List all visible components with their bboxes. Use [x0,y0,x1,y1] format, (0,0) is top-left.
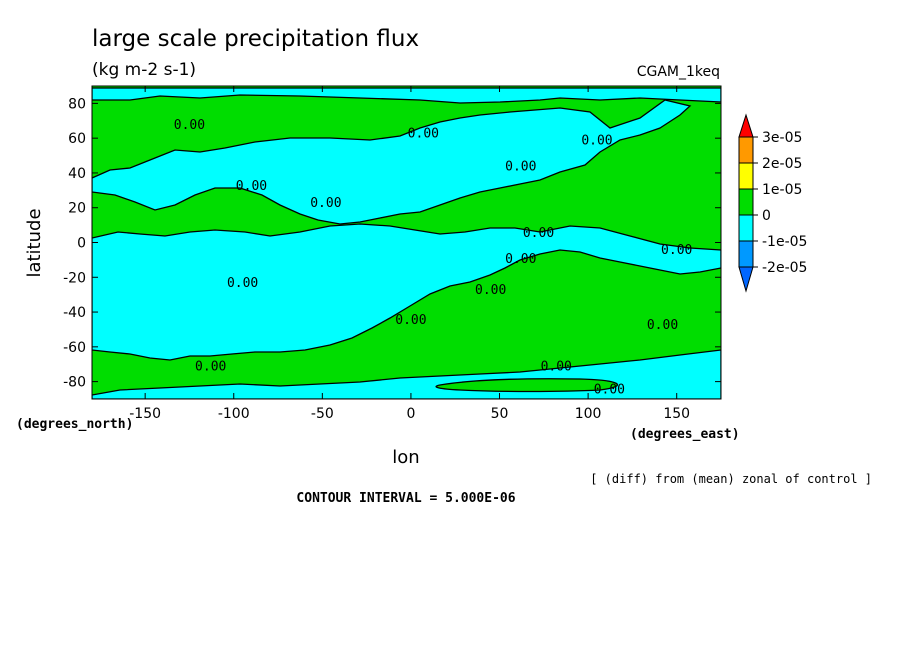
contour-label: 0.00 [395,313,426,328]
comparison-note: [ (diff) from (mean) zonal of control ] [590,472,872,486]
colorbar-top-triangle [738,113,754,138]
x-axis: -150 -100 -50 0 50 100 150 [129,86,690,422]
x-tick-label: -100 [218,406,250,422]
x-tick-label: -50 [311,406,334,422]
x-axis-title: lon [392,447,419,468]
negative-region [92,223,721,361]
contour-label: 0.00 [505,160,536,175]
y-tick-label: 60 [68,131,86,147]
contour-label: 0.00 [227,276,258,291]
contour-labels: 0.00 0.00 0.00 0.00 0.00 0.00 0.00 0.00 0.00 0.00… [174,118,693,397]
contour-label: 0.00 [594,382,625,397]
contour-label: 0.00 [541,360,572,375]
y-tick-label: -20 [63,270,86,286]
x-tick-label: 100 [575,406,602,422]
contour-label: 0.00 [475,283,506,298]
colorbar-label: 2e-05 [762,156,802,172]
positive-region [435,378,619,393]
y-tick-label: -80 [63,375,86,391]
contour-label: 0.00 [523,226,554,241]
y-units-label: (degrees_north) [16,417,133,432]
chart-title: large scale precipitation flux [92,26,419,52]
y-tick-label: -40 [63,305,86,321]
contour-label: 0.00 [195,360,226,375]
plot-area: 0.00 0.00 0.00 0.00 0.00 0.00 0.00 0.00 0.00 0.00… [91,85,722,400]
y-tick-label: 0 [77,236,86,252]
contour-label: 0.00 [174,118,205,133]
colorbar-swatch [738,136,754,164]
colorbar-label: -1e-05 [762,234,807,250]
colorbar: 3e-05 2e-05 1e-05 0 -1e-05 -2e-05 [738,113,807,293]
contour-label: 0.00 [581,134,612,149]
units-label: (kg m-2 s-1) [92,60,196,80]
dataset-label: CGAM_1keq [637,64,720,80]
y-axis: -80 -60 -40 -20 0 20 40 60 80 [63,96,721,391]
negative-region [92,87,721,104]
negative-region [92,99,692,225]
contour-label: 0.00 [236,179,267,194]
colorbar-label: 1e-05 [762,182,802,198]
colorbar-label: 3e-05 [762,130,802,146]
y-tick-label: 80 [68,96,86,112]
colorbar-swatch [738,214,754,242]
colorbar-bottom-triangle [738,266,754,293]
contour-label: 0.00 [661,243,692,258]
x-tick-label: -150 [129,406,161,422]
x-tick-label: 50 [491,406,509,422]
y-axis-title: latitude [24,208,45,277]
x-tick-label: 150 [663,406,690,422]
contour-label: 0.00 [505,252,536,267]
colorbar-swatch [738,240,754,268]
x-units-label: (degrees_east) [630,427,740,442]
colorbar-swatch [738,162,754,190]
contour-regions [92,87,721,399]
contour-interval-text: CONTOUR INTERVAL = 5.000E-06 [296,491,515,506]
contour-label: 0.00 [647,318,678,333]
y-tick-label: 20 [68,201,86,217]
colorbar-label: -2e-05 [762,260,807,276]
contour-label: 0.00 [310,196,341,211]
x-tick-label: 0 [406,406,415,422]
colorbar-swatch [738,188,754,216]
y-tick-label: -60 [63,340,86,356]
y-tick-label: 40 [68,166,86,182]
contour-label: 0.00 [408,127,439,142]
colorbar-label: 0 [762,208,771,224]
